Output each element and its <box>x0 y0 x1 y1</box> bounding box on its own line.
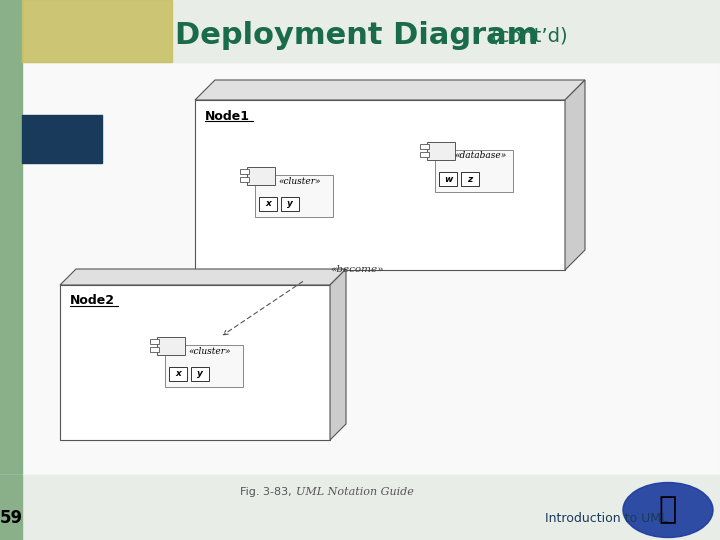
Text: 59: 59 <box>0 509 22 527</box>
Bar <box>0 0 22 540</box>
Text: Node1: Node1 <box>205 110 250 123</box>
Bar <box>259 197 277 211</box>
Polygon shape <box>60 269 346 285</box>
Ellipse shape <box>623 483 713 537</box>
Bar <box>427 142 455 160</box>
Bar <box>150 347 159 352</box>
Text: (cont’d): (cont’d) <box>485 26 567 45</box>
Bar <box>157 337 185 355</box>
Text: Deployment Diagram: Deployment Diagram <box>175 22 539 51</box>
Bar <box>281 197 299 211</box>
Bar <box>240 177 249 182</box>
Bar <box>60 285 330 440</box>
Text: w: w <box>444 174 452 184</box>
Text: Node2: Node2 <box>70 294 115 307</box>
Text: UML Notation Guide: UML Notation Guide <box>296 487 414 497</box>
Text: 🐲: 🐲 <box>659 496 677 524</box>
Text: «become»: «become» <box>330 266 384 274</box>
Text: x: x <box>265 199 271 208</box>
Text: «database»: «database» <box>454 152 506 160</box>
Bar <box>439 172 457 186</box>
Text: x: x <box>175 369 181 379</box>
Polygon shape <box>330 269 346 440</box>
Text: Introduction to UML: Introduction to UML <box>545 511 668 524</box>
Bar <box>461 172 479 186</box>
Bar <box>0 475 720 540</box>
Text: y: y <box>197 369 203 379</box>
Bar <box>247 167 275 185</box>
Bar <box>195 100 565 270</box>
Bar <box>191 367 209 381</box>
Bar <box>22 62 720 477</box>
Bar <box>0 475 22 540</box>
Bar <box>435 150 513 192</box>
Text: z: z <box>467 174 472 184</box>
Bar <box>22 0 720 62</box>
Polygon shape <box>565 80 585 270</box>
Text: y: y <box>287 199 293 208</box>
Text: «cluster»: «cluster» <box>189 347 231 355</box>
Bar <box>420 152 429 157</box>
Bar <box>22 0 172 62</box>
Bar <box>22 115 102 163</box>
Text: «cluster»: «cluster» <box>279 177 321 186</box>
Bar <box>150 339 159 344</box>
Bar <box>255 175 333 217</box>
Bar <box>240 169 249 174</box>
Bar <box>169 367 187 381</box>
Bar <box>22 62 720 477</box>
Bar <box>420 144 429 149</box>
Text: Fig. 3-83,: Fig. 3-83, <box>240 487 295 497</box>
Polygon shape <box>195 80 585 100</box>
Bar <box>165 345 243 387</box>
